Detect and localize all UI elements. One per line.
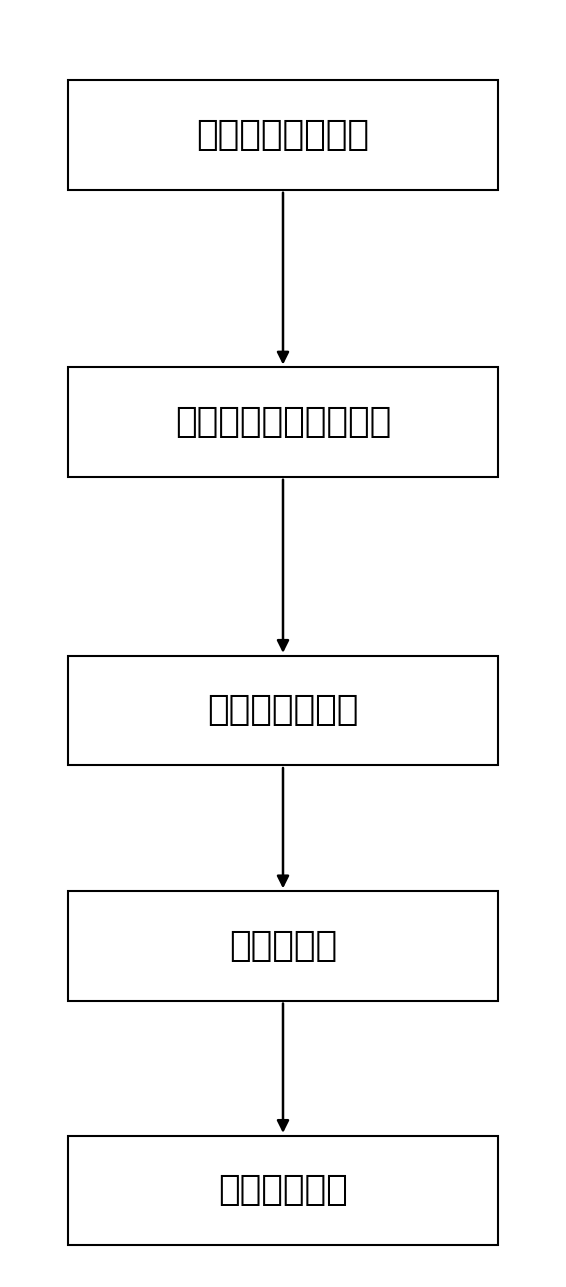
- Text: 接收波束形成: 接收波束形成: [218, 1174, 348, 1207]
- Text: 矢量化输出: 矢量化输出: [229, 929, 337, 963]
- Bar: [68, 368, 498, 476]
- Bar: [68, 1136, 498, 1246]
- Text: 设计发射信号频率: 设计发射信号频率: [196, 118, 370, 152]
- Bar: [68, 80, 498, 189]
- Text: 频率分集阵列发射信号: 频率分集阵列发射信号: [175, 405, 391, 439]
- Bar: [68, 656, 498, 764]
- Bar: [68, 891, 498, 1001]
- Text: 接收端回波信号: 接收端回波信号: [207, 694, 359, 727]
